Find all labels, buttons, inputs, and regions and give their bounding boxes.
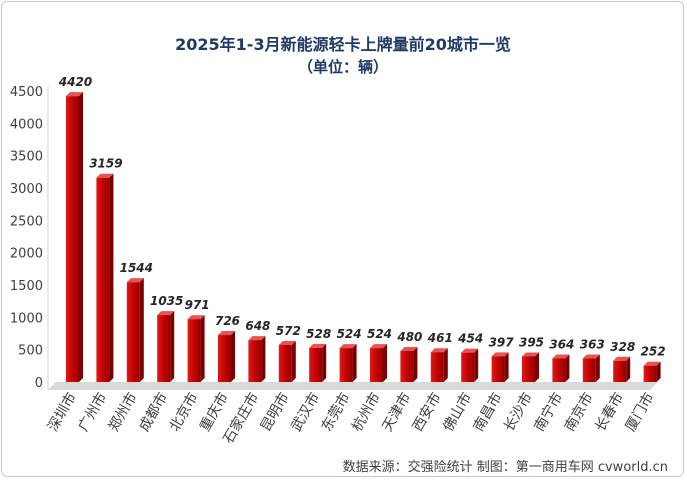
- bar: [309, 343, 327, 382]
- x-axis: 深圳市广州市郑州市成都市北京市重庆市石家庄市昆明市武汉市东莞市杭州市天津市西安市…: [44, 389, 657, 446]
- bar: [613, 356, 631, 382]
- data-label: 1035: [150, 294, 183, 308]
- bar: [278, 341, 296, 382]
- x-tick-label: 南昌市: [470, 389, 506, 434]
- x-tick-label: 广州市: [75, 390, 111, 435]
- x-tick-label: 郑州市: [105, 390, 141, 435]
- data-label: 524: [337, 327, 362, 341]
- data-label: 363: [580, 338, 605, 352]
- bar: [370, 344, 387, 382]
- data-label: 3159: [89, 157, 122, 171]
- x-tick-label: 杭州市: [348, 390, 384, 435]
- x-tick-label: 天津市: [379, 390, 415, 435]
- y-axis: 0 500 1000 1500 2000 2500 3000 3500 4000 4500: [10, 85, 43, 391]
- data-label: 454: [457, 332, 483, 346]
- y-tick-label: 1000: [10, 311, 43, 326]
- y-tick-label: 1500: [10, 279, 43, 294]
- x-tick-label: 长沙市: [500, 390, 536, 435]
- chart-floor: [48, 382, 658, 390]
- bar: [248, 336, 266, 382]
- x-tick-label: 佛山市: [439, 390, 475, 435]
- data-label: 397: [489, 335, 515, 349]
- data-label: 252: [641, 345, 666, 359]
- bar: [400, 346, 418, 382]
- x-tick-label: 厦门市: [622, 390, 658, 435]
- y-tick-label: 4500: [10, 85, 43, 100]
- x-tick-label: 昆明市: [257, 390, 293, 435]
- bar: [218, 331, 235, 382]
- bar: [522, 352, 539, 382]
- bar: [157, 311, 175, 382]
- y-tick-label: 2000: [10, 247, 43, 262]
- data-label: 572: [276, 324, 301, 338]
- x-tick-label: 深圳市: [44, 390, 80, 435]
- bar: [491, 352, 509, 382]
- x-tick-label: 南宁市: [531, 390, 567, 435]
- data-label: 328: [610, 340, 635, 354]
- y-tick-label: 500: [18, 344, 43, 359]
- data-label: 4420: [58, 75, 92, 89]
- data-label: 726: [215, 314, 240, 328]
- bar: [430, 348, 448, 382]
- bar: [461, 348, 479, 382]
- data-label: 461: [427, 331, 453, 345]
- y-tick-label: 4000: [10, 117, 43, 132]
- x-tick-label: 北京市: [166, 390, 202, 435]
- y-tick-label: 3000: [10, 182, 43, 197]
- y-tick-label: 0: [35, 376, 43, 391]
- bar-series: 4420 3159 1544 1035 971 726 648 572 528 524 524 480…: [58, 75, 666, 382]
- bar: [96, 173, 114, 382]
- x-tick-label: 东莞市: [318, 390, 354, 435]
- x-tick-label: 成都市: [135, 390, 171, 435]
- data-label: 1544: [120, 261, 153, 275]
- bar: [582, 354, 600, 382]
- chart-subtitle: （单位：辆）: [298, 58, 388, 76]
- x-tick-label: 南京市: [561, 390, 597, 435]
- bar: [126, 278, 144, 382]
- bar: [187, 315, 205, 382]
- data-label: 528: [306, 327, 331, 341]
- data-label: 524: [367, 327, 392, 341]
- bar: [66, 92, 83, 382]
- x-tick-label: 武汉市: [287, 390, 323, 435]
- data-label: 395: [519, 335, 544, 349]
- y-tick-label: 3500: [10, 150, 43, 165]
- data-label: 648: [245, 319, 270, 333]
- chart-title: 2025年1-3月新能源轻卡上牌量前20城市一览: [175, 35, 511, 54]
- x-tick-label: 西安市: [409, 390, 445, 435]
- bar: [643, 361, 661, 382]
- data-label: 364: [549, 337, 574, 351]
- bar: [552, 354, 570, 382]
- x-tick-label: 长春市: [591, 390, 627, 435]
- bar: [339, 344, 357, 382]
- data-label: 480: [396, 330, 422, 344]
- data-label: 971: [185, 298, 210, 312]
- y-tick-label: 2500: [10, 214, 43, 229]
- source-note: 数据来源：交强险统计 制图：第一商用车网 cvworld.cn: [343, 459, 668, 475]
